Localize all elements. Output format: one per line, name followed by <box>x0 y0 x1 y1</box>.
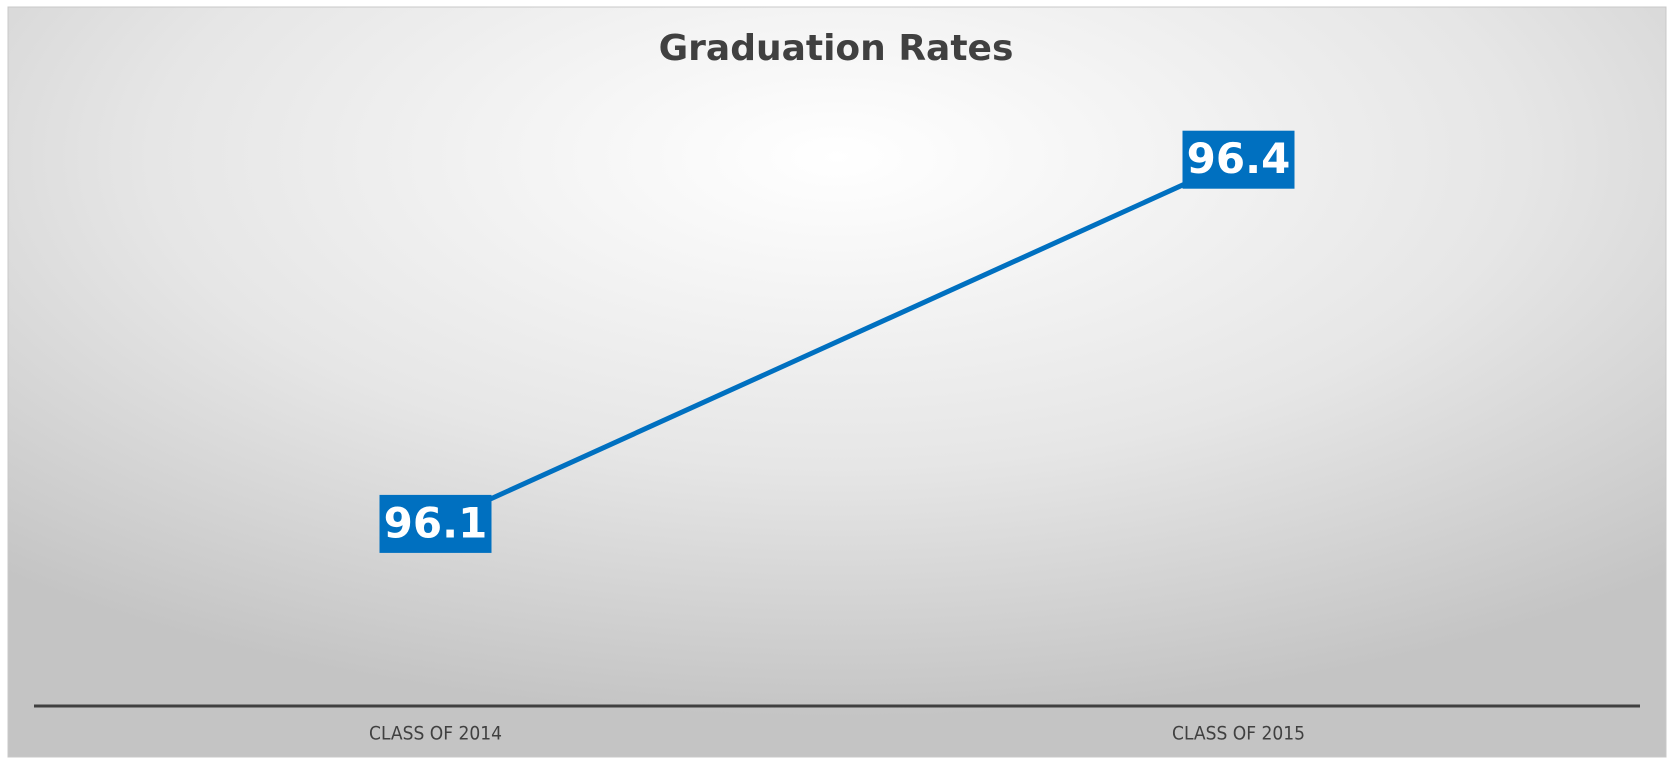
series-line <box>434 157 1240 527</box>
data-label-box <box>379 494 492 553</box>
x-tick-label: CLASS OF 2014 <box>369 723 502 745</box>
data-label: 96.1 <box>384 498 488 547</box>
x-tick-label: CLASS OF 2015 <box>1172 723 1305 745</box>
data-label: 96.4 <box>1187 134 1291 183</box>
data-label-box <box>1182 130 1295 189</box>
chart-area <box>7 6 1667 758</box>
chart-title: Graduation Rates <box>659 28 1014 69</box>
